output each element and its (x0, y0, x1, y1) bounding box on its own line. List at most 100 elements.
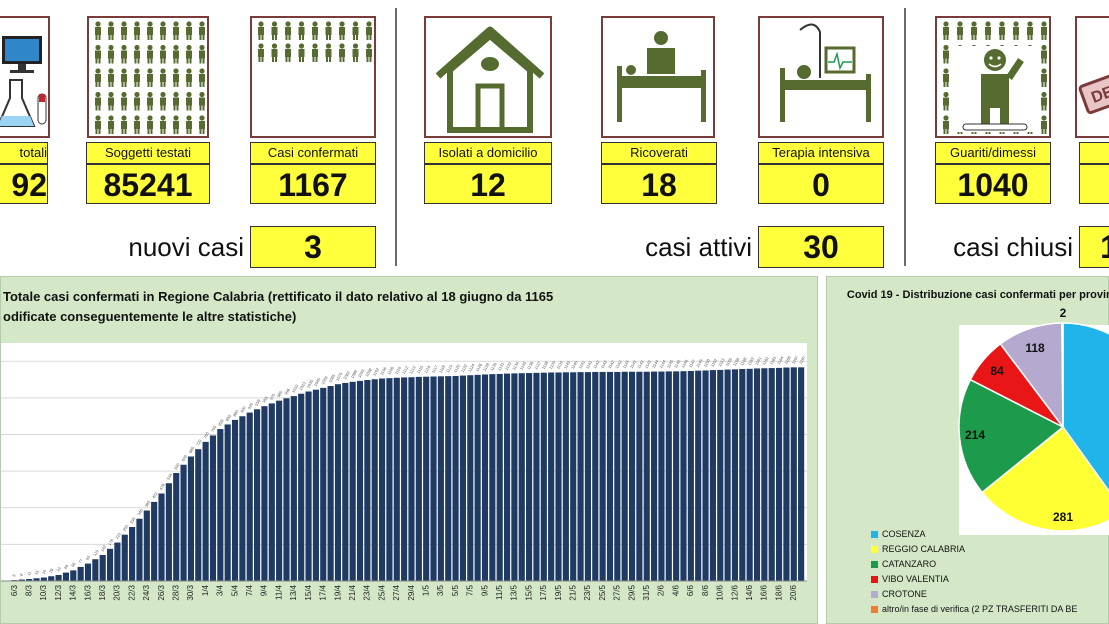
bar (753, 368, 761, 581)
bar (129, 526, 136, 581)
legend-swatch (871, 546, 878, 553)
bar (768, 368, 775, 581)
bar-data-label: 1166 (783, 354, 792, 365)
person-figure-icon (1013, 21, 1019, 40)
bar (356, 380, 364, 581)
card-terapia-image (758, 16, 884, 138)
bar (445, 376, 452, 581)
bar-data-label: 1141 (585, 359, 594, 370)
bar-data-label: 1167 (791, 354, 800, 365)
bar-data-label: 920 (246, 401, 254, 410)
pie-data-label: 281 (1053, 510, 1073, 524)
person-figure-icon (943, 68, 949, 87)
bar-data-label: 938 (254, 398, 262, 407)
bar-data-label: 1145 (673, 358, 682, 369)
card-isolati-image (424, 16, 552, 138)
x-tick-label: 11/4 (274, 584, 283, 600)
bar (364, 379, 371, 581)
virus-person-icon (258, 21, 372, 62)
x-tick-label: 12/3 (54, 584, 63, 600)
person-figure-icon (160, 91, 166, 111)
person-figure-icon (199, 44, 205, 64)
legend-label: CATANZARO (882, 559, 937, 569)
person-figure-icon (1041, 68, 1047, 87)
bar (503, 373, 511, 581)
x-tick-label: 1/5 (421, 584, 430, 596)
person-figure-icon (999, 21, 1005, 40)
bar (731, 369, 739, 581)
bar-data-label: 1023 (298, 380, 307, 391)
bar-data-label: 1098 (364, 367, 373, 378)
bar (474, 374, 481, 581)
bar-data-label: 1150 (702, 357, 711, 368)
legend-swatch (871, 561, 878, 568)
bar-data-label: 1116 (423, 364, 432, 374)
bar-data-label: 1146 (680, 358, 689, 369)
card-testati-label: Soggetti testati (86, 142, 210, 164)
bar-data-label: 5 (11, 572, 17, 577)
bar-data-label: 635 (180, 453, 188, 462)
x-tick-label: 23/4 (363, 584, 372, 600)
pie-data-label: 2 (1060, 306, 1067, 320)
bar (320, 387, 327, 581)
bar (254, 409, 261, 581)
bar-data-label: 1143 (636, 359, 645, 370)
bar (783, 367, 790, 581)
bar (401, 377, 408, 581)
person-figure-icon (943, 91, 949, 111)
bar (342, 382, 349, 581)
bar (430, 376, 437, 581)
bar-data-label: 590 (173, 462, 181, 471)
bar-data-label: 880 (232, 408, 240, 417)
x-tick-label: 3/4 (216, 584, 225, 596)
bar-data-label: 1142 (592, 359, 601, 370)
section-divider (395, 8, 397, 266)
bar-data-label: 1130 (489, 361, 498, 372)
summary-1-value: 30 (758, 226, 884, 268)
bar (77, 566, 84, 581)
bar (643, 371, 650, 581)
bar-data-label: 1115 (416, 364, 425, 374)
chart-title: Totale casi confermati in Regione Calabr… (3, 287, 553, 327)
person-figure-icon (943, 44, 949, 64)
bar (651, 371, 658, 581)
x-tick-label: 12/6 (730, 584, 739, 600)
bar-data-label: 855 (224, 413, 232, 422)
person-figure-icon (325, 43, 332, 62)
bar-data-label: 19 (41, 568, 48, 575)
legend-swatch (871, 591, 878, 598)
bar (114, 542, 121, 581)
x-tick-label: 13/5 (510, 584, 519, 600)
bar-data-label: 58 (70, 561, 77, 568)
x-tick-label: 18/3 (98, 584, 107, 600)
bar (628, 371, 636, 581)
bar-data-label: 1088 (349, 368, 358, 379)
person-figure-icon (134, 115, 140, 134)
person-figure-icon (199, 21, 205, 40)
person-figure-icon (173, 91, 179, 111)
bar-data-label: 1144 (651, 358, 660, 369)
bar (489, 374, 496, 581)
person-figure-icon (95, 115, 101, 134)
x-tick-label: 9/4 (260, 584, 269, 596)
person-figure-icon (186, 115, 192, 134)
bar-data-label: 1119 (445, 363, 454, 373)
person-figure-icon (352, 43, 359, 62)
bar (158, 493, 165, 581)
bar-data-label: 253 (121, 523, 129, 532)
recovered-person-icon (943, 21, 1047, 134)
x-tick-label: 23/5 (583, 584, 592, 600)
person-figure-icon (985, 21, 991, 40)
hospital-bed-icon (617, 31, 706, 122)
bar-data-label: 985 (276, 389, 284, 398)
bar-data-label: 830 (217, 418, 225, 427)
person-figure-icon (957, 21, 963, 40)
bar-data-label: 1156 (732, 356, 741, 367)
bar-data-label: 1139 (548, 359, 557, 370)
bar (151, 501, 158, 581)
bar-data-label: 119 (92, 548, 100, 557)
bar-data-label: 795 (210, 424, 218, 433)
bar (437, 376, 444, 581)
icu-bed-icon (780, 23, 871, 122)
legend-item: REGGIO CALABRIA (871, 542, 1077, 557)
